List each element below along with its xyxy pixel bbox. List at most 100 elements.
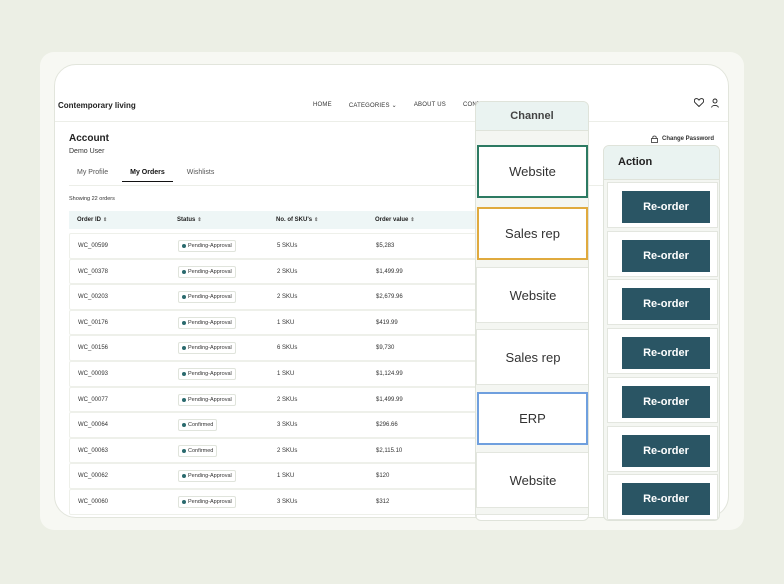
- reorder-button[interactable]: Re-order: [622, 483, 710, 516]
- reorder-button[interactable]: Re-order: [622, 191, 710, 223]
- channel-item[interactable]: Website: [477, 145, 588, 198]
- reorder-button[interactable]: Re-order: [622, 337, 710, 370]
- sku-count: 1 SKU: [277, 370, 295, 377]
- header-divider: [55, 121, 728, 122]
- order-value: $296.66: [376, 422, 398, 429]
- table-row[interactable]: WC_00156 Pending-Approval 6 SKUs $9,730: [69, 335, 519, 361]
- sku-count: 6 SKUs: [277, 345, 298, 352]
- channel-item-partial: [476, 514, 588, 520]
- status-dot-icon: [182, 269, 186, 274]
- status-dot-icon: [182, 397, 186, 402]
- action-row: Re-order: [607, 328, 718, 375]
- status-label: Pending-Approval: [188, 319, 232, 326]
- order-value: $2,115.10: [376, 447, 403, 454]
- table-row[interactable]: WC_00093 Pending-Approval 1 SKU $1,124.99: [69, 360, 519, 387]
- table-row[interactable]: WC_00064 Confirmed 3 SKUs $296.66: [69, 412, 519, 438]
- nav-categories[interactable]: CATEGORIES ⌄: [349, 102, 397, 109]
- reorder-button[interactable]: Re-order: [622, 385, 710, 418]
- status-badge: Pending-Approval: [178, 367, 236, 380]
- sku-count: 2 SKUs: [277, 268, 298, 275]
- channel-panel-title: Channel: [476, 102, 588, 131]
- status-dot-icon: [182, 448, 186, 453]
- status-badge: Pending-Approval: [178, 265, 236, 278]
- status-dot-icon: [182, 371, 186, 376]
- sku-count: 3 SKUs: [277, 422, 298, 429]
- order-id[interactable]: WC_00156: [78, 345, 109, 352]
- action-panel-title: Action: [604, 146, 719, 180]
- nav-home[interactable]: HOME: [313, 102, 332, 108]
- status-label: Pending-Approval: [188, 498, 232, 505]
- order-value: $120: [376, 473, 390, 480]
- reorder-button[interactable]: Re-order: [622, 434, 710, 467]
- order-id[interactable]: WC_00176: [78, 319, 109, 326]
- status-label: Pending-Approval: [188, 473, 232, 480]
- action-row: Re-order: [607, 474, 718, 520]
- channel-item[interactable]: Website: [476, 267, 588, 323]
- table-row[interactable]: WC_00077 Pending-Approval 2 SKUs $1,499.99: [69, 386, 519, 413]
- status-badge: Pending-Approval: [178, 495, 236, 508]
- nav-about-us[interactable]: ABOUT US: [413, 102, 446, 108]
- column-status-label: Status: [177, 217, 196, 223]
- reorder-button[interactable]: Re-order: [622, 288, 710, 321]
- heart-icon[interactable]: [694, 98, 704, 107]
- action-row: Re-order: [607, 279, 718, 326]
- status-badge: Pending-Approval: [178, 470, 236, 483]
- table-row[interactable]: WC_00378 Pending-Approval 2 SKUs $1,499.99: [69, 258, 519, 285]
- sku-count: 1 SKU: [277, 319, 295, 326]
- column-skus[interactable]: No. of SKU's ⇕: [276, 217, 318, 223]
- user-icon[interactable]: [711, 98, 719, 108]
- table-row[interactable]: WC_00203 Pending-Approval 2 SKUs $2,679.96: [69, 284, 519, 310]
- order-id[interactable]: WC_00064: [78, 422, 109, 429]
- order-id[interactable]: WC_00203: [78, 294, 109, 301]
- table-row[interactable]: WC_00599 Pending-Approval 5 SKUs $5,283: [69, 233, 519, 259]
- status-label: Pending-Approval: [188, 294, 232, 301]
- tab-my-profile[interactable]: My Profile: [77, 169, 109, 176]
- status-label: Pending-Approval: [188, 370, 232, 377]
- column-skus-label: No. of SKU's: [276, 217, 313, 223]
- column-order-id[interactable]: Order ID ⇕: [77, 217, 107, 223]
- status-dot-icon: [182, 423, 186, 428]
- status-label: Pending-Approval: [188, 396, 232, 403]
- sort-icon: ⇕: [410, 217, 415, 223]
- nav-categories-label: CATEGORIES: [348, 103, 390, 109]
- channel-item[interactable]: Sales rep: [476, 329, 588, 385]
- order-id[interactable]: WC_00077: [78, 396, 109, 403]
- order-id[interactable]: WC_00599: [78, 243, 109, 249]
- status-label: Pending-Approval: [188, 268, 232, 275]
- sku-count: 2 SKUs: [277, 396, 298, 403]
- channel-item[interactable]: ERP: [477, 392, 588, 445]
- channel-item[interactable]: Website: [476, 452, 588, 508]
- status-label: Pending-Approval: [188, 243, 232, 249]
- order-id[interactable]: WC_00063: [78, 447, 109, 454]
- table-row[interactable]: WC_00063 Confirmed 2 SKUs $2,115.10: [69, 437, 519, 464]
- status-dot-icon: [182, 295, 186, 300]
- table-row[interactable]: WC_00176 Pending-Approval 1 SKU $419.99: [69, 309, 519, 336]
- change-password-link[interactable]: Change Password: [651, 135, 714, 143]
- status-label: Confirmed: [188, 447, 214, 454]
- account-username: Demo User: [69, 148, 105, 155]
- sort-icon: ⇕: [103, 217, 108, 223]
- sku-count: 3 SKUs: [277, 498, 298, 505]
- order-id[interactable]: WC_00378: [78, 268, 109, 275]
- status-label: Confirmed: [188, 422, 214, 429]
- tab-my-orders[interactable]: My Orders: [122, 169, 173, 182]
- order-id[interactable]: WC_00093: [78, 370, 109, 377]
- status-badge: Pending-Approval: [178, 316, 236, 329]
- status-label: Pending-Approval: [188, 345, 232, 352]
- order-value: $5,283: [376, 243, 395, 249]
- table-row[interactable]: WC_00060 Pending-Approval 3 SKUs $312: [69, 488, 519, 515]
- order-value: $2,679.96: [376, 294, 403, 301]
- table-row[interactable]: WC_00062 Pending-Approval 1 SKU $120: [69, 463, 519, 489]
- order-value: $1,124.99: [376, 370, 403, 377]
- order-value: $1,499.99: [376, 268, 403, 275]
- order-value: $419.99: [376, 319, 398, 326]
- column-order-value[interactable]: Order value ⇕: [375, 217, 415, 223]
- order-id[interactable]: WC_00062: [78, 473, 109, 480]
- order-id[interactable]: WC_00060: [78, 498, 109, 505]
- tab-wishlists[interactable]: Wishlists: [186, 169, 215, 176]
- channel-item[interactable]: Sales rep: [477, 207, 588, 260]
- column-status[interactable]: Status ⇕: [177, 217, 202, 223]
- reorder-button[interactable]: Re-order: [622, 239, 710, 272]
- brand-logo[interactable]: Contemporary living: [58, 101, 136, 110]
- change-password-label: Change Password: [661, 136, 714, 142]
